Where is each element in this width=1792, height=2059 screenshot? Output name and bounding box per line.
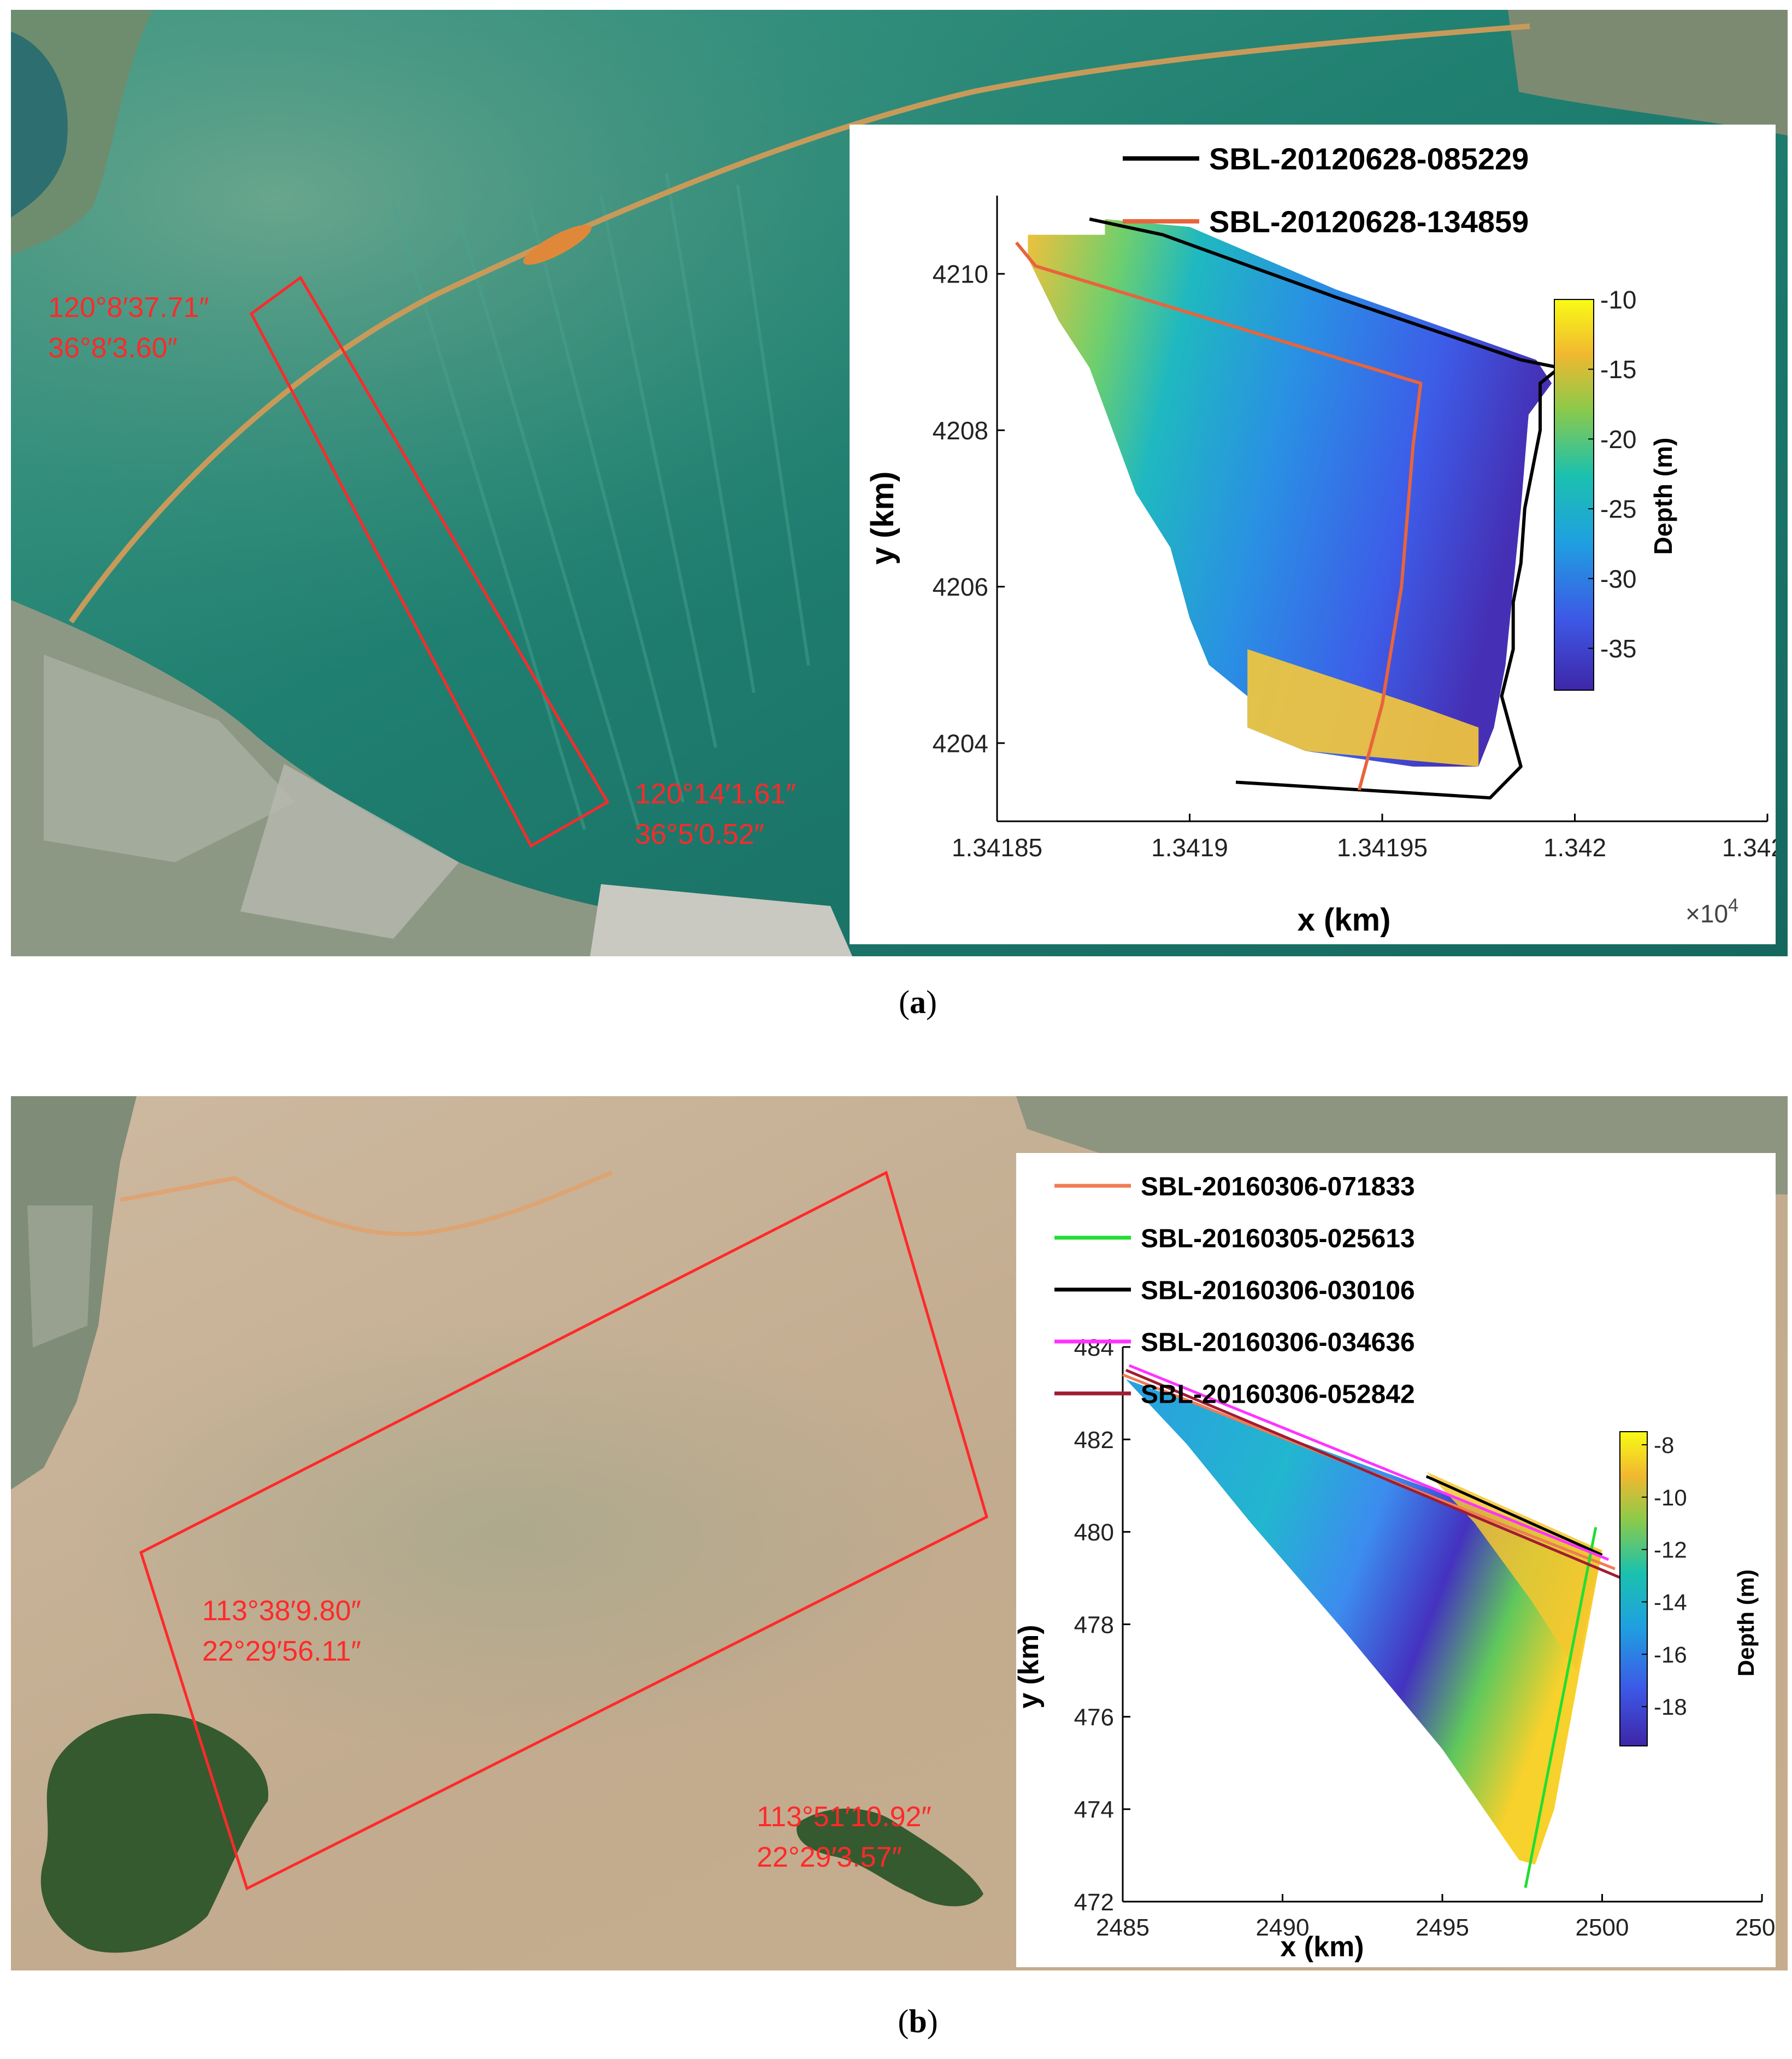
- y-tick-label-a: 4204: [933, 729, 988, 757]
- x-tick-label-a: 1.34195: [1337, 833, 1428, 862]
- legend-label-a-1: SBL-20120628-085229: [1209, 142, 1529, 176]
- depth-field-overlay-a: [1247, 649, 1479, 767]
- caption-b: (b): [898, 2003, 938, 2039]
- colorbar-tick-label-b: -16: [1654, 1642, 1687, 1667]
- corner-se-lon-a: 120°14′1.61″: [635, 778, 796, 810]
- colorbar-label-a: Depth (m): [1649, 438, 1677, 555]
- corner-label-se-b: 113°51′10.92″ 22°29′3.57″: [757, 1797, 932, 1878]
- legend-label-b-3: SBL-20160306-030106: [1141, 1276, 1415, 1305]
- corner-nw-lon-a: 120°8′37.71″: [48, 292, 209, 323]
- corner-se-lat-b: 22°29′3.57″: [757, 1842, 902, 1873]
- chart-b-svg: 2485 2490 2495 2500 2505 472 474 476 478 480 482 48…: [1013, 1172, 1788, 1963]
- x-tick-label-a: 1.342: [1543, 833, 1606, 862]
- caption-a: (a): [899, 984, 937, 1020]
- survey-line-b-2: [1524, 1527, 1598, 1889]
- x-tick-label-b: 2495: [1416, 1914, 1469, 1941]
- y-tick-label-a: 4208: [933, 416, 988, 445]
- colorbar-tick-label-a: -20: [1600, 425, 1636, 454]
- x-axis-label-b: x (km): [1280, 1931, 1364, 1963]
- depth-field-a: [1028, 219, 1552, 767]
- x-tick-label-b: 2505: [1735, 1914, 1776, 1941]
- satellite-map-a: 120°8′37.71″ 36°8′3.60″ 120°14′1.61″ 36°…: [11, 10, 1788, 956]
- x-tick-label-a: 1.34205: [1722, 833, 1776, 862]
- depth-field-polygon-a: [1028, 219, 1552, 767]
- survey-line-b-4: [1128, 1364, 1610, 1561]
- x-tick-label-b: 2490: [1256, 1914, 1310, 1941]
- island-east: [797, 1808, 983, 1907]
- x-tick-label-a: 1.34185: [952, 833, 1042, 862]
- x-tick-label-a: 1.3419: [1151, 833, 1228, 862]
- y-tick-label-a: 4206: [933, 573, 988, 601]
- y-tick-label-b: 482: [1074, 1427, 1114, 1454]
- corner-nw-lat-b: 22°29′56.11″: [202, 1636, 361, 1667]
- colorbar-label-b: Depth (m): [1733, 1569, 1759, 1676]
- corner-nw-lon-b: 113°38′9.80″: [202, 1595, 361, 1627]
- inset-chart-a: 1.34185 1.3419 1.34195 1.342 1.34205 4204 4206…: [850, 125, 1788, 944]
- corner-label-nw-a: 120°8′37.71″ 36°8′3.60″: [48, 287, 209, 368]
- survey-line-b-3: [1425, 1475, 1603, 1556]
- colorbar-tick-label-a: -30: [1600, 564, 1636, 593]
- colorbar-a: [1554, 299, 1594, 691]
- y-axis-label-a: y (km): [865, 472, 900, 565]
- chart-a-svg: 1.34185 1.3419 1.34195 1.342 1.34205 4204 4206…: [865, 142, 1788, 938]
- x-axis-label-a: x (km): [1298, 902, 1391, 938]
- y-tick-label-b: 472: [1074, 1889, 1114, 1916]
- corner-nw-lat-a: 36°8′3.60″: [48, 332, 178, 364]
- colorbar-tick-label-a: -15: [1600, 355, 1636, 384]
- survey-box-a: [249, 275, 610, 848]
- colorbar-tick-label-b: -18: [1654, 1694, 1687, 1720]
- colorbar-tick-label-b: -14: [1654, 1590, 1687, 1615]
- y-tick-label-b: 478: [1074, 1611, 1114, 1638]
- colorbar-tick-label-b: -8: [1654, 1432, 1674, 1458]
- colorbar-tick-label-a: -10: [1600, 286, 1636, 314]
- legend-label-b-2: SBL-20160305-025613: [1141, 1224, 1415, 1253]
- depth-field-overlay-b: [1426, 1472, 1602, 1671]
- corner-label-nw-b: 113°38′9.80″ 22°29′56.11″: [202, 1591, 361, 1672]
- corner-se-lon-b: 113°51′10.92″: [757, 1801, 932, 1833]
- satellite-map-b: 113°38′9.80″ 22°29′56.11″ 113°51′10.92″ …: [11, 1096, 1788, 1970]
- depth-field-b: [1125, 1379, 1602, 1865]
- colorbar-tick-label-a: -35: [1600, 634, 1636, 663]
- survey-line-a-1: [1089, 217, 1561, 800]
- corner-se-lat-a: 36°5′0.52″: [635, 819, 764, 850]
- corner-label-se-a: 120°14′1.61″ 36°5′0.52″: [635, 774, 796, 855]
- x-axis-exponent-a: ×104: [1685, 895, 1738, 928]
- depth-field-polygon-b: [1125, 1379, 1602, 1865]
- y-tick-label-b: 474: [1074, 1797, 1114, 1823]
- y-tick-label-b: 476: [1074, 1704, 1114, 1731]
- legend-label-b-4: SBL-20160306-034636: [1141, 1328, 1415, 1357]
- y-axis-label-b: y (km): [1016, 1625, 1045, 1708]
- colorbar-tick-label-b: -10: [1654, 1485, 1687, 1510]
- colorbar-tick-label-a: -25: [1600, 495, 1636, 523]
- legend-label-a-2: SBL-20120628-134859: [1209, 204, 1529, 239]
- survey-line-a-2: [1015, 241, 1423, 791]
- inset-chart-b: 2485 2490 2495 2500 2505 472 474 476 478 480 482 48…: [1013, 1153, 1788, 1967]
- legend-label-b-1: SBL-20160306-071833: [1141, 1172, 1415, 1201]
- legend-label-b-5: SBL-20160306-052842: [1141, 1380, 1415, 1409]
- x-tick-label-b: 2500: [1576, 1914, 1629, 1941]
- y-tick-label-a: 4210: [933, 260, 988, 289]
- colorbar-b: [1619, 1431, 1648, 1746]
- survey-box-b: [139, 1170, 988, 1891]
- survey-line-b-5: [1125, 1368, 1622, 1580]
- y-tick-label-b: 480: [1074, 1519, 1114, 1546]
- x-tick-label-b: 2485: [1096, 1914, 1150, 1941]
- y-tick-label-b: 484: [1074, 1334, 1114, 1361]
- colorbar-tick-label-b: -12: [1654, 1537, 1687, 1563]
